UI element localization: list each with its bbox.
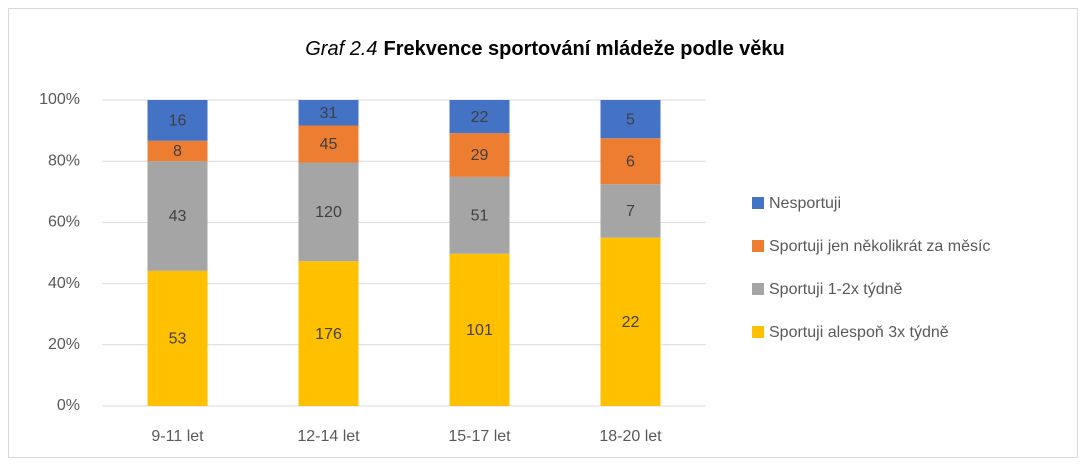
bar-segment — [298, 100, 359, 126]
data-label: 51 — [471, 208, 489, 225]
data-label: 8 — [173, 143, 182, 160]
bar-segment — [147, 161, 208, 271]
bar-segment — [600, 237, 661, 406]
data-label: 22 — [622, 314, 640, 331]
bar-segment — [600, 100, 661, 139]
x-tick-label: 18-20 let — [599, 428, 662, 445]
title-text: Frekvence sportování mládeže podle věku — [384, 38, 785, 60]
data-label: 176 — [315, 326, 342, 343]
legend-label: Sportuji alespoň 3x týdně — [769, 324, 949, 341]
y-tick-label: 60% — [48, 214, 80, 231]
bar-segment — [298, 261, 359, 406]
data-label: 7 — [626, 203, 635, 220]
bar-segment — [147, 270, 208, 406]
data-label: 31 — [320, 105, 338, 122]
legend-swatch — [752, 240, 764, 252]
bar-segment — [449, 176, 510, 254]
x-tick-label: 12-14 let — [297, 428, 360, 445]
legend-swatch — [752, 283, 764, 295]
data-label: 43 — [169, 208, 187, 225]
data-label: 120 — [315, 204, 342, 221]
bar-segment — [449, 133, 510, 177]
legend-swatch — [752, 197, 764, 209]
bar-segment — [147, 140, 208, 162]
bar-segment — [600, 138, 661, 185]
bar-segment — [147, 100, 208, 141]
y-tick-label: 80% — [48, 152, 80, 169]
data-label: 6 — [626, 153, 635, 170]
x-tick-label: 15-17 let — [448, 428, 511, 445]
bar-segment — [449, 253, 510, 406]
title-number: Graf 2.4 — [305, 38, 377, 60]
data-label: 29 — [471, 147, 489, 164]
bar-segment — [298, 162, 359, 262]
data-label: 5 — [626, 111, 635, 128]
data-label: 45 — [320, 136, 338, 153]
data-label: 22 — [471, 109, 489, 126]
data-label: 16 — [169, 113, 187, 130]
legend-label: Sportuji jen několikrát za měsíc — [769, 238, 990, 255]
data-label: 53 — [169, 331, 187, 348]
y-tick-label: 20% — [48, 336, 80, 353]
bar-segment — [298, 125, 359, 163]
legend-label: Nesportuji — [769, 195, 841, 212]
data-label: 101 — [466, 322, 493, 339]
y-tick-label: 0% — [57, 397, 80, 414]
y-tick-label: 100% — [39, 91, 80, 108]
legend-swatch — [752, 326, 764, 338]
bar-segment — [600, 184, 661, 238]
y-tick-label: 40% — [48, 275, 80, 292]
chart-title: Graf 2.4 Frekvence sportování mládeže pod… — [305, 38, 785, 60]
legend-label: Sportuji 1-2x týdně — [769, 281, 903, 298]
x-tick-label: 9-11 let — [151, 428, 204, 445]
bar-segment — [449, 100, 510, 134]
